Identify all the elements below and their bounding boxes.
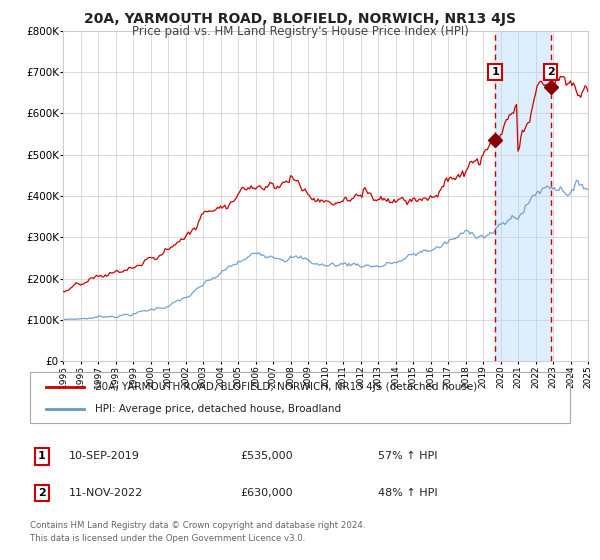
Text: Contains HM Land Registry data © Crown copyright and database right 2024.: Contains HM Land Registry data © Crown c… [30, 521, 365, 530]
Text: 2: 2 [547, 67, 554, 77]
Text: This data is licensed under the Open Government Licence v3.0.: This data is licensed under the Open Gov… [30, 534, 305, 543]
Text: £535,000: £535,000 [240, 451, 293, 461]
Text: HPI: Average price, detached house, Broadland: HPI: Average price, detached house, Broa… [95, 404, 341, 414]
Text: 10-SEP-2019: 10-SEP-2019 [69, 451, 140, 461]
Text: 48% ↑ HPI: 48% ↑ HPI [378, 488, 437, 498]
Text: 2: 2 [38, 488, 46, 498]
Text: 1: 1 [491, 67, 499, 77]
Text: 1: 1 [38, 451, 46, 461]
Text: 20A, YARMOUTH ROAD, BLOFIELD, NORWICH, NR13 4JS (detached house): 20A, YARMOUTH ROAD, BLOFIELD, NORWICH, N… [95, 381, 477, 391]
Text: Price paid vs. HM Land Registry's House Price Index (HPI): Price paid vs. HM Land Registry's House … [131, 25, 469, 38]
Text: £630,000: £630,000 [240, 488, 293, 498]
Text: 11-NOV-2022: 11-NOV-2022 [69, 488, 143, 498]
Text: 57% ↑ HPI: 57% ↑ HPI [378, 451, 437, 461]
Text: 20A, YARMOUTH ROAD, BLOFIELD, NORWICH, NR13 4JS: 20A, YARMOUTH ROAD, BLOFIELD, NORWICH, N… [84, 12, 516, 26]
Bar [495, 31, 551, 361]
